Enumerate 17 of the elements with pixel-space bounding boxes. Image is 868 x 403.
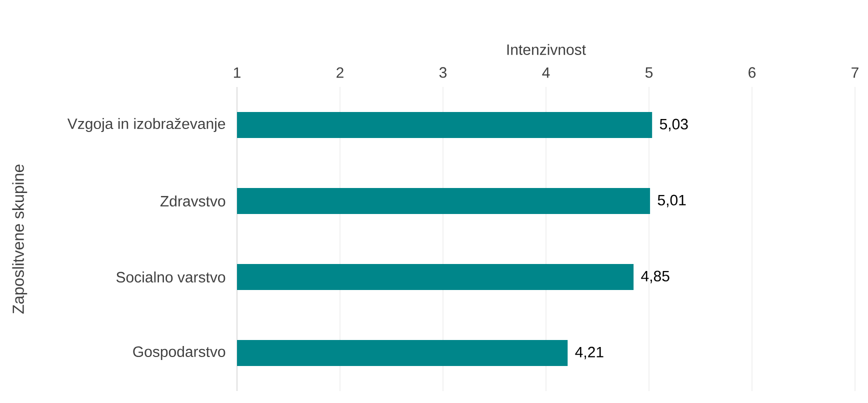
y-tick-label: Socialno varstvo — [116, 271, 226, 283]
data-label: 4,21 — [575, 346, 604, 360]
data-label: 4,85 — [641, 270, 670, 284]
data-label: 5,03 — [660, 118, 688, 132]
x-tick-label: 3 — [439, 67, 447, 78]
x-axis-title: Intenzivnost — [507, 44, 586, 55]
x-tick-label: 5 — [645, 67, 653, 78]
y-tick-label: Zdravstvo — [160, 195, 226, 207]
y-tick-label: Gospodarstvo — [133, 346, 226, 360]
x-tick-label: 7 — [852, 67, 858, 78]
y-tick-label: Vzgoja in izobraževanje — [67, 118, 226, 132]
x-tick-label: 4 — [542, 67, 550, 78]
y-axis-title: Zaposlitvene skupine — [12, 164, 28, 314]
x-tick-label: 2 — [336, 67, 344, 78]
x-tick-label: 6 — [748, 67, 756, 78]
x-tick-label: 1 — [234, 67, 240, 78]
data-label: 5,01 — [658, 194, 686, 208]
